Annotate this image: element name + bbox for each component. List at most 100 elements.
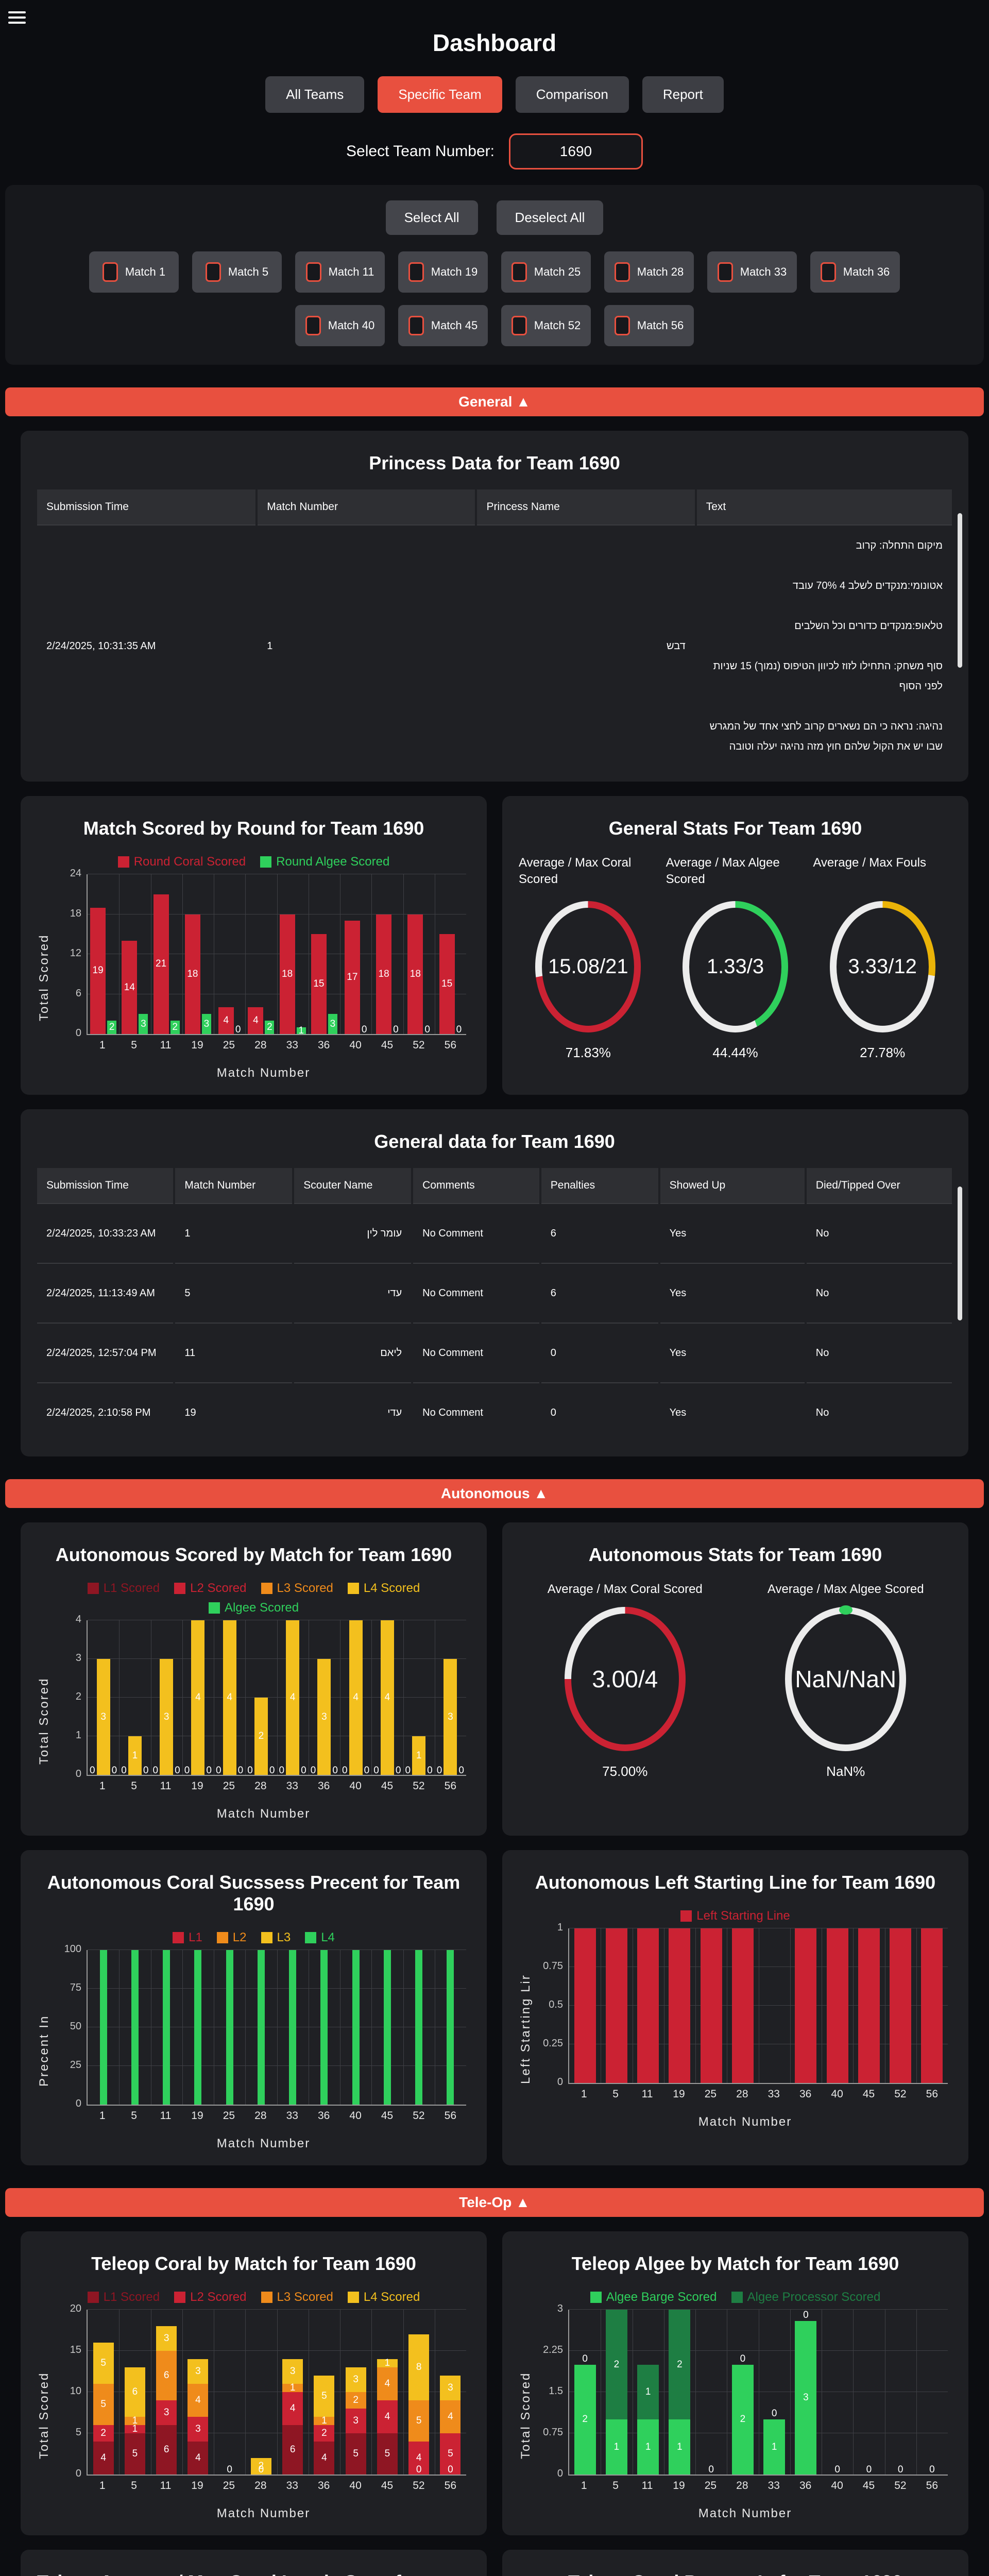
general-data-card: General data for Team 1690 Submission Ti… [21, 1109, 968, 1456]
deselect-all-button[interactable]: Deselect All [496, 200, 604, 235]
bar-zero-label: 0 [405, 1765, 411, 1776]
bar-group: 0 [885, 2310, 916, 2475]
checkbox-icon[interactable] [614, 316, 630, 335]
x-axis-label: Match Number [698, 2506, 792, 2520]
scrollbar[interactable] [958, 513, 962, 668]
segment-value-label: 1 [771, 2441, 777, 2452]
select-all-button[interactable]: Select All [385, 200, 478, 235]
x-tick-label: 33 [286, 2110, 298, 2122]
gauge-value: 1.33/3 [706, 955, 764, 978]
match-checkbox-match-1[interactable]: Match 1 [89, 251, 179, 293]
x-tick-label: 19 [191, 2480, 203, 2492]
bar: 3 [96, 1659, 110, 1775]
bar-segment: 1 [637, 2419, 659, 2475]
bar-zero-label: 0 [152, 1765, 159, 1776]
bar [320, 1950, 328, 2105]
x-tick-label: 28 [736, 2480, 748, 2492]
match-checkbox-match-33[interactable]: Match 33 [707, 251, 797, 293]
bar-segment: 2 [605, 2310, 627, 2420]
bar-group [790, 1928, 822, 2083]
match-checkbox-match-45[interactable]: Match 45 [398, 305, 488, 346]
match-checkbox-match-56[interactable]: Match 56 [604, 305, 694, 346]
checkbox-icon[interactable] [511, 316, 527, 335]
checkbox-icon[interactable] [205, 262, 221, 282]
menu-icon[interactable] [8, 8, 26, 27]
bar-group: 0 3 0 [435, 1620, 466, 1775]
match-checkbox-match-19[interactable]: Match 19 [398, 251, 488, 293]
checkbox-icon[interactable] [408, 316, 424, 335]
x-tick-label: 40 [349, 2480, 362, 2492]
stacked-bar: 3 6 3 6 [156, 2310, 177, 2475]
match-checkbox-match-28[interactable]: Match 28 [604, 251, 694, 293]
match-checkbox-match-25[interactable]: Match 25 [501, 251, 591, 293]
match-label: Match 11 [328, 265, 374, 278]
team-number-input[interactable] [508, 133, 643, 170]
checkbox-icon[interactable] [717, 262, 733, 282]
checkbox-icon[interactable] [511, 262, 527, 282]
bar: 18 [407, 914, 423, 1034]
bar-group: 21 2 [151, 874, 182, 1034]
bar-group: 3 1 4 6 [277, 2310, 309, 2475]
column-header: Showed Up [659, 1168, 807, 1204]
x-tick-label: 45 [862, 2088, 875, 2100]
segment-value-label: 5 [448, 2448, 453, 2459]
gridline [371, 874, 372, 1034]
tab-report[interactable]: Report [642, 76, 724, 113]
checkbox-icon[interactable] [305, 316, 321, 335]
section-header-general[interactable]: General ▲ [5, 387, 984, 416]
legend-item: Algee Processor Scored [731, 2290, 880, 2304]
x-tick-labels: 1 5 11 19 25 28 33 36 40 45 52 56 [87, 2480, 466, 2492]
legend-item: L4 Scored [347, 2290, 420, 2304]
match-checkbox-match-52[interactable]: Match 52 [501, 305, 591, 346]
x-tick-label: 5 [131, 1039, 137, 1051]
x-tick-label: 11 [160, 2110, 172, 2122]
legend-label: L1 Scored [103, 1581, 160, 1595]
general-stats-card: General Stats For Team 1690 Average / Ma… [502, 796, 968, 1095]
tab-all-teams[interactable]: All Teams [265, 76, 365, 113]
bar-value-label: 3 [163, 1711, 169, 1722]
tab-specific-team[interactable]: Specific Team [378, 76, 502, 113]
x-tick-label: 28 [736, 2088, 748, 2100]
match-checkbox-match-5[interactable]: Match 5 [192, 251, 282, 293]
x-tick-label: 5 [612, 2480, 619, 2492]
segment-value-label: 5 [384, 2448, 390, 2459]
bar-group: 0 3 0 [151, 1620, 182, 1775]
segment-value-label: 5 [416, 2415, 422, 2426]
checkbox-icon[interactable] [305, 262, 321, 282]
gridline [277, 874, 278, 1034]
table-cell: No Comment [412, 1263, 541, 1323]
checkbox-icon[interactable] [614, 262, 630, 282]
match-checkbox-match-36[interactable]: Match 36 [810, 251, 900, 293]
checkbox-icon[interactable] [820, 262, 836, 282]
checkbox-icon[interactable] [408, 262, 424, 282]
section-header-autonomous[interactable]: Autonomous ▲ [5, 1479, 984, 1508]
tab-comparison[interactable]: Comparison [515, 76, 629, 113]
checkbox-icon[interactable] [102, 262, 118, 282]
bar-value-label: 3 [203, 1018, 210, 1029]
match-checkbox-match-11[interactable]: Match 11 [295, 251, 385, 293]
teleop-algee-card: Teleop Algee by Match for Team 1690 Alge… [502, 2231, 968, 2535]
match-checkbox-match-40[interactable]: Match 40 [295, 305, 385, 346]
section-header-teleop[interactable]: Tele-Op ▲ [5, 2188, 984, 2217]
segment-value-label: 3 [195, 2366, 201, 2377]
bar-group: 0 [853, 2310, 884, 2475]
bar-group: 17 0 [340, 874, 371, 1035]
scrollbar[interactable] [958, 1187, 962, 1320]
legend-swatch [117, 856, 129, 868]
bar-zero-label: 0 [332, 1765, 338, 1776]
table-cell: No Comment [412, 1323, 541, 1383]
gauge-percent: 27.78% [860, 1045, 906, 1060]
match-label: Match 1 [125, 265, 166, 278]
bar-segment: 1 [377, 2358, 398, 2368]
bar: 4 [248, 1007, 264, 1034]
segment-value-label: 4 [321, 2452, 327, 2463]
auto-stats-card: Autonomous Stats for Team 1690 Average /… [502, 1522, 968, 1836]
match-row: Match 40 Match 45 Match 52 Match 56 [21, 305, 968, 346]
x-tick-label: 25 [704, 2088, 717, 2100]
legend-label: L1 [189, 1930, 202, 1944]
bar-segment: 6 [156, 2425, 177, 2475]
column-header: Submission Time [37, 1168, 176, 1204]
x-axis-label: Match Number [698, 2115, 792, 2129]
